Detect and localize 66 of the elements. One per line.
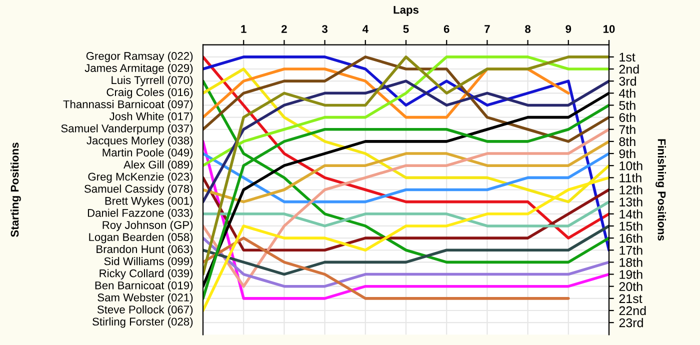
series-label: Gregor Ramsay (022) bbox=[86, 52, 193, 62]
y-tick-label: 5th bbox=[619, 100, 636, 110]
series-label: Samuel Cassidy (078) bbox=[84, 184, 193, 195]
series-label: Craig Coles (016) bbox=[106, 88, 193, 98]
series-label: Alex Gill (089) bbox=[124, 160, 193, 171]
series-label: Jacques Morley (038) bbox=[86, 136, 193, 147]
y-tick-label: 20th bbox=[619, 282, 642, 291]
y-tick-label: 11th bbox=[620, 173, 642, 182]
y-tick-label: 2nd bbox=[619, 64, 639, 74]
y-tick-label: 14th bbox=[620, 209, 642, 219]
line-series bbox=[203, 152, 609, 204]
x-tick-label: 6 bbox=[444, 25, 450, 33]
x-axis-title: Laps bbox=[394, 6, 419, 16]
y-tick-label: 7th bbox=[619, 124, 636, 134]
y-tick-label: 10th bbox=[620, 161, 642, 170]
x-tick-label: 10 bbox=[604, 25, 615, 33]
y-tick-label: 15th bbox=[620, 221, 642, 231]
series-label: Brandon Hunt (063) bbox=[96, 244, 193, 256]
y-tick-label: 21st bbox=[619, 294, 642, 304]
x-tick-label: 7 bbox=[484, 25, 490, 33]
x-tick-label: 9 bbox=[566, 25, 572, 33]
y-tick-label: 3rd bbox=[619, 76, 636, 86]
series-label: Brett Wykes (001) bbox=[105, 196, 193, 208]
text: Starting Positions bbox=[10, 142, 21, 237]
series-label: Sid Williams (099) bbox=[104, 257, 193, 268]
series-label: Steve Pollock (067) bbox=[97, 305, 193, 316]
series-label: Greg McKenzie (023) bbox=[88, 172, 193, 183]
y-tick-label: 17th bbox=[620, 246, 642, 255]
series-label: Roy Johnson (GP) bbox=[102, 220, 193, 232]
series-label: Sam Webster (021) bbox=[98, 293, 193, 304]
series-label: Logan Bearden (058) bbox=[89, 232, 193, 244]
y-tick-label: 4th bbox=[619, 88, 636, 98]
series-label: Samuel Vanderpump (037) bbox=[61, 124, 193, 135]
series-label: Daniel Fazzone (033) bbox=[88, 208, 193, 220]
text: Thannassi Barnicoat (097) bbox=[63, 100, 193, 110]
series-label: Luis Tyrrell (070) bbox=[112, 76, 193, 86]
y-tick-label: 9th bbox=[619, 148, 636, 158]
x-tick-label: 2 bbox=[281, 25, 287, 33]
x-tick-label: 4 bbox=[362, 25, 368, 33]
y-tick-label: 13th bbox=[620, 197, 642, 206]
series-label: Martin Poole (049) bbox=[102, 148, 193, 159]
y-tick-label: 12th bbox=[620, 185, 642, 194]
y-tick-label: 8th bbox=[619, 136, 636, 146]
x-tick-label: 8 bbox=[525, 25, 531, 33]
y-tick-label: 19th bbox=[620, 270, 642, 279]
line-series bbox=[203, 56, 609, 167]
line-series bbox=[203, 140, 609, 204]
text: Stirling Forster (028) bbox=[92, 317, 193, 328]
series-label: Josh White (017) bbox=[109, 112, 193, 122]
x-tick-label: 1 bbox=[241, 25, 246, 33]
series-label: James Armitage (029) bbox=[84, 64, 193, 74]
series-label: Ben Barnicoat (019) bbox=[95, 281, 193, 292]
x-tick-label: 3 bbox=[322, 25, 328, 33]
y-tick-label: 23rd bbox=[619, 318, 643, 328]
y-tick-label: 22nd bbox=[619, 306, 646, 316]
line-series bbox=[203, 236, 570, 300]
line-series bbox=[203, 56, 609, 143]
y-tick-label: 6th bbox=[619, 112, 636, 122]
series-label: Ricky Collard (039) bbox=[100, 269, 193, 280]
y-axis-title: Finishing Positions bbox=[656, 139, 666, 241]
y-tick-label: 18th bbox=[620, 258, 642, 267]
y-tick-label: 1st bbox=[620, 52, 636, 62]
line-series bbox=[203, 224, 609, 276]
line-series bbox=[203, 236, 609, 288]
y-tick-label: 16th bbox=[620, 234, 642, 243]
x-tick-label: 5 bbox=[403, 25, 409, 33]
